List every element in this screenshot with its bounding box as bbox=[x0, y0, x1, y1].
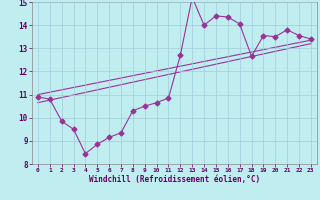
X-axis label: Windchill (Refroidissement éolien,°C): Windchill (Refroidissement éolien,°C) bbox=[89, 175, 260, 184]
